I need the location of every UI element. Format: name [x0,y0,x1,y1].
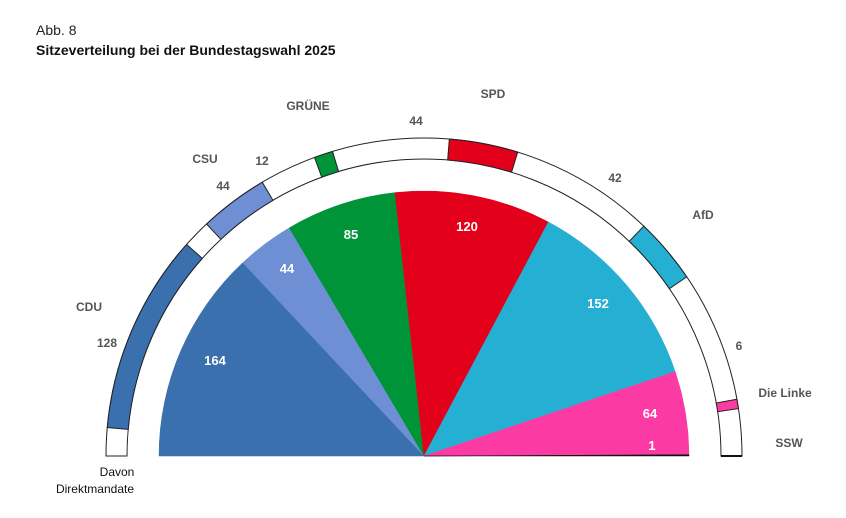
direct-mandates-count-cdu: 128 [97,336,117,350]
seat-count-die-linke: 64 [643,406,658,421]
direct-mandate-segment-spd [447,138,519,173]
seat-wedge-afd [423,221,676,457]
direct-mandates-count-die-linke: 6 [736,339,743,353]
seat-wedge-gruene [288,192,425,457]
seat-count-spd: 120 [456,219,478,234]
direct-mandate-segment-gruene [313,150,340,178]
direct-mandates-note-line2: Direktmandate [56,482,134,496]
direct-mandate-segment-csu [205,181,274,241]
party-label-csu: CSU [192,152,217,166]
seat-wedge-spd [394,190,549,457]
party-label-afd: AfD [692,208,714,222]
figure-label: Abb. 8 [36,22,77,38]
chart-title: Sitzeverteilung bei der Bundestagswahl 2… [36,42,336,58]
party-label-die-linke: Die Linke [758,386,812,400]
party-label-cdu: CDU [76,300,102,314]
direct-mandate-segment-cdu [106,243,204,430]
direct-mandates-count-afd: 42 [608,171,622,185]
seat-wedge-cdu [158,262,425,457]
direct-mandates-note-line1: Davon [100,465,135,479]
direct-mandates-count-gruene: 12 [255,154,269,168]
direct-mandates-count-spd: 44 [409,114,423,128]
party-label-ssw: SSW [775,436,803,450]
seat-count-csu: 44 [280,261,295,276]
seat-count-ssw: 1 [648,438,655,453]
direct-mandates-count-csu: 44 [216,179,230,193]
seat-count-cdu: 164 [204,353,226,368]
direct-mandate-segment-afd [628,225,688,290]
party-label-gruene: GRÜNE [286,98,329,113]
seat-count-gruene: 85 [344,227,358,242]
seat-count-afd: 152 [587,296,609,311]
direct-mandate-segment-die-linke [715,398,740,413]
seat-wedge-ssw [423,454,690,457]
party-label-spd: SPD [481,87,506,101]
